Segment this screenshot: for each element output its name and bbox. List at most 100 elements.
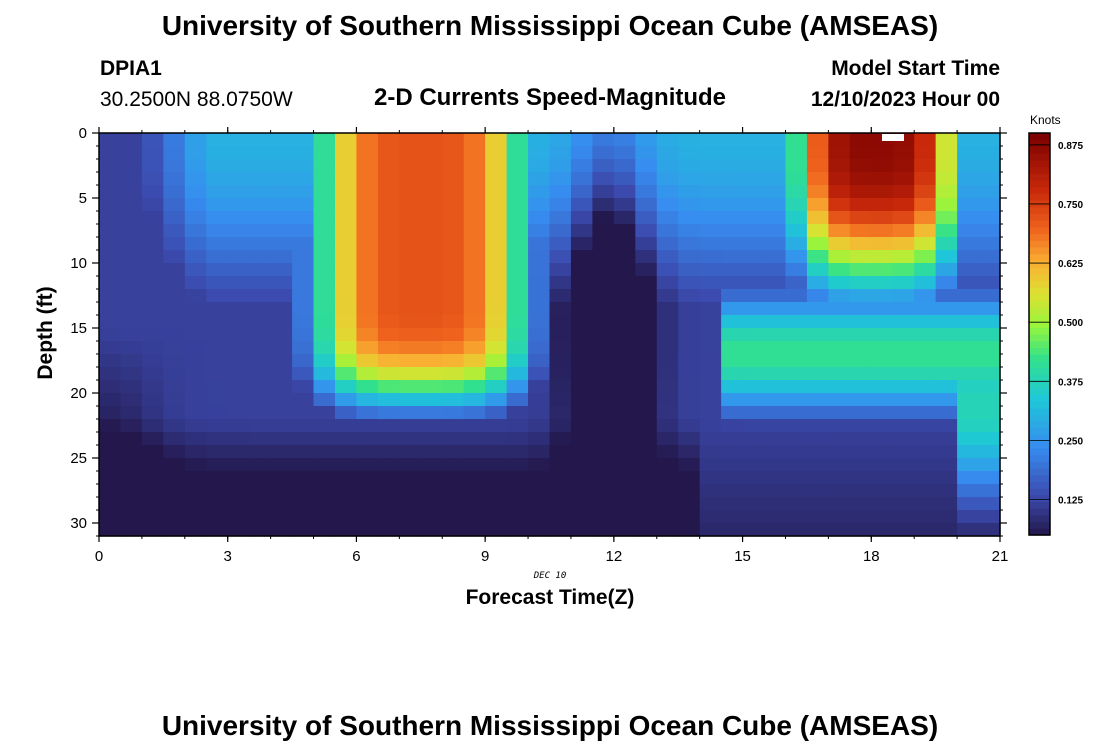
heatmap-cell	[678, 523, 700, 537]
heatmap-cell	[485, 185, 507, 199]
heatmap-cell	[850, 315, 872, 329]
colorbar-segment	[1029, 461, 1050, 468]
heatmap-cell	[914, 237, 936, 251]
heatmap-cell	[550, 159, 572, 173]
heatmap-cell	[785, 146, 807, 160]
heatmap-cell	[185, 419, 207, 433]
heatmap-cell	[914, 432, 936, 446]
heatmap-cell	[914, 211, 936, 225]
heatmap-cell	[99, 276, 121, 290]
heatmap-cell	[271, 133, 293, 147]
heatmap-cell	[249, 406, 271, 420]
heatmap-cell	[335, 380, 357, 394]
heatmap-cell	[142, 185, 164, 199]
heatmap-cell	[721, 302, 743, 316]
heatmap-cell	[356, 419, 378, 433]
heatmap-cell	[228, 393, 250, 407]
heatmap-cell	[120, 185, 142, 199]
heatmap-cell	[936, 497, 958, 511]
heatmap-cell	[678, 250, 700, 264]
heatmap-cell	[314, 263, 336, 277]
heatmap-cell	[507, 315, 529, 329]
heatmap-cell	[807, 237, 829, 251]
heatmap-cell	[743, 224, 765, 238]
heatmap-cell	[485, 510, 507, 524]
heatmap-cell	[850, 211, 872, 225]
heatmap-cell	[464, 185, 486, 199]
heatmap-cell	[399, 367, 421, 381]
heatmap-cell	[421, 445, 443, 459]
heatmap-cell	[120, 380, 142, 394]
heatmap-cell	[743, 510, 765, 524]
heatmap-cell	[120, 510, 142, 524]
heatmap-cell	[936, 146, 958, 160]
heatmap-cell	[206, 484, 228, 498]
heatmap-cell	[185, 185, 207, 199]
heatmap-cell	[678, 302, 700, 316]
heatmap-cell	[507, 211, 529, 225]
heatmap-cell	[421, 172, 443, 186]
heatmap-cell	[442, 224, 464, 238]
colorbar-tick-label: 0.125	[1058, 496, 1083, 507]
heatmap-cell	[592, 224, 614, 238]
heatmap-cell	[442, 315, 464, 329]
heatmap-cell	[592, 237, 614, 251]
heatmap-cell	[700, 133, 722, 147]
heatmap-cell	[99, 471, 121, 485]
heatmap-cell	[442, 393, 464, 407]
heatmap-cell	[228, 419, 250, 433]
heatmap-cell	[850, 328, 872, 342]
heatmap-cell	[635, 263, 657, 277]
heatmap-cell	[914, 523, 936, 537]
heatmap-cell	[571, 159, 593, 173]
heatmap-cell	[957, 523, 979, 537]
heatmap-cell	[571, 445, 593, 459]
heatmap-cell	[442, 289, 464, 303]
heatmap-cell	[378, 341, 400, 355]
heatmap-cell	[142, 341, 164, 355]
heatmap-cell	[807, 445, 829, 459]
heatmap-cell	[485, 263, 507, 277]
heatmap-cell	[292, 484, 314, 498]
heatmap-cell	[292, 211, 314, 225]
heatmap-cell	[850, 289, 872, 303]
heatmap-cell	[99, 302, 121, 316]
heatmap-cell	[399, 198, 421, 212]
heatmap-cell	[421, 458, 443, 472]
heatmap-cell	[292, 302, 314, 316]
heatmap-cell	[378, 289, 400, 303]
heatmap-cell	[850, 302, 872, 316]
heatmap-cell	[764, 367, 786, 381]
heatmap-cell	[850, 237, 872, 251]
heatmap-cell	[893, 419, 915, 433]
heatmap-cell	[635, 458, 657, 472]
heatmap-cell	[163, 471, 185, 485]
heatmap-cell	[721, 159, 743, 173]
heatmap-cell	[721, 380, 743, 394]
heatmap-cell	[142, 367, 164, 381]
heatmap-cell	[335, 393, 357, 407]
heatmap-cell	[421, 432, 443, 446]
heatmap-cell	[893, 393, 915, 407]
heatmap-cell	[657, 237, 679, 251]
heatmap-cell	[700, 263, 722, 277]
heatmap-cell	[335, 263, 357, 277]
heatmap-cell	[228, 354, 250, 368]
heatmap-cell	[228, 432, 250, 446]
heatmap-cell	[592, 406, 614, 420]
heatmap-cell	[528, 146, 550, 160]
heatmap-cell	[206, 445, 228, 459]
heatmap-cell	[399, 328, 421, 342]
heatmap-cell	[507, 341, 529, 355]
heatmap-cell	[356, 354, 378, 368]
heatmap-cell	[120, 419, 142, 433]
heatmap-cell	[356, 224, 378, 238]
heatmap-cell	[635, 484, 657, 498]
heatmap-cell	[120, 432, 142, 446]
heatmap-cell	[785, 159, 807, 173]
heatmap-cell	[957, 315, 979, 329]
heatmap-cell	[678, 224, 700, 238]
heatmap-cell	[271, 419, 293, 433]
heatmap-cell	[635, 393, 657, 407]
heatmap-cell	[528, 224, 550, 238]
